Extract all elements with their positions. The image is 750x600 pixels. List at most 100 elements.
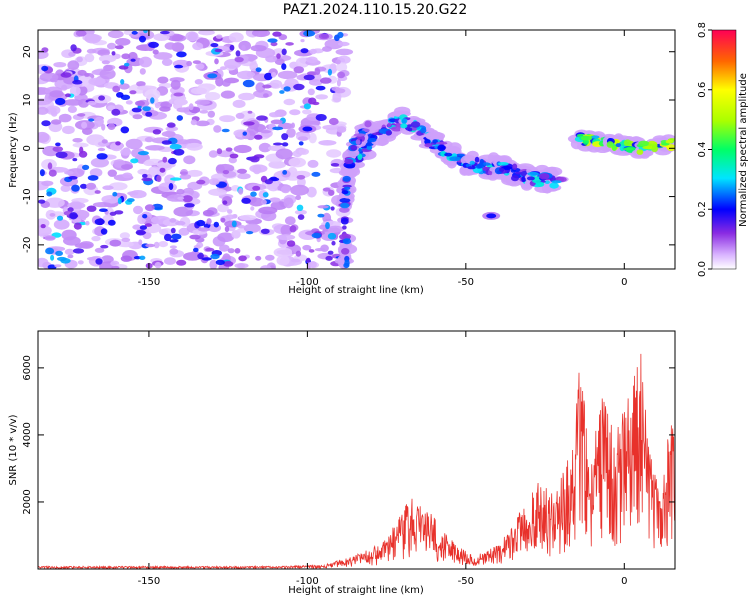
heatmap-noise-cell <box>49 213 56 217</box>
heatmap-band-cell <box>345 164 355 169</box>
heatmap-band-cell <box>342 175 351 182</box>
heatmap-noise-cell <box>260 130 272 134</box>
heatmap-noise-cell <box>55 250 63 256</box>
heatmap-noise-halo <box>118 83 130 90</box>
heatmap-band-halo <box>344 148 360 157</box>
heatmap-band-cell <box>665 139 674 144</box>
heatmap-noise-cell <box>307 88 315 96</box>
snr-frame <box>37 330 676 570</box>
heatmap-noise-halo <box>283 98 296 106</box>
heatmap-noise-cell <box>279 90 285 94</box>
heatmap-noise-cell <box>234 57 244 63</box>
heatmap-noise-halo <box>280 185 291 194</box>
heatmap-noise-cell <box>68 51 76 57</box>
heatmap-noise-halo <box>115 38 131 46</box>
heatmap-band-cell <box>474 156 480 163</box>
snr-xtick-label: -100 <box>296 576 319 587</box>
heatmap-noise-halo <box>237 173 251 180</box>
heatmap-noise-halo <box>280 224 293 236</box>
heatmap-noise-cell <box>41 120 51 127</box>
heatmap-noise-cell <box>241 197 251 204</box>
heatmap-noise-halo <box>38 98 52 106</box>
heatmap-noise-cell <box>262 84 272 89</box>
heatmap-noise-halo <box>125 138 143 150</box>
heatmap-noise-cell <box>40 224 46 229</box>
heatmap-noise-halo <box>248 197 265 207</box>
heatmap-noise-halo <box>101 195 120 204</box>
heatmap-noise-cell <box>170 227 176 234</box>
heatmap-noise-cell <box>144 204 155 212</box>
heatmap-noise-cell <box>111 265 120 269</box>
heatmap-band-cell <box>368 137 377 143</box>
heatmap-noise-cell <box>135 100 145 107</box>
heatmap-noise-cell <box>47 162 53 170</box>
heatmap-noise-cell <box>171 233 182 240</box>
heatmap-noise-halo <box>78 75 92 83</box>
heatmap-band-cell <box>449 156 461 162</box>
heatmap-noise-cell <box>237 225 246 229</box>
heatmap-noise-cell <box>221 128 230 133</box>
heatmap-noise-cell <box>289 109 301 116</box>
heatmap-band-cell <box>665 144 671 149</box>
heatmap-ytick-label: -20 <box>22 237 33 253</box>
heatmap-noise-cell <box>231 220 237 228</box>
heatmap-noise-halo <box>67 168 85 178</box>
heatmap-noise-cell <box>67 207 74 213</box>
heatmap-noise-cell <box>195 63 205 70</box>
heatmap-noise-cell <box>237 263 245 268</box>
snr-panel: -150 -100 -50 0 2000 4000 6000 Height of strai… <box>8 330 676 596</box>
heatmap-band-cell <box>521 176 526 183</box>
heatmap-noise-halo <box>274 58 285 65</box>
heatmap-noise-halo <box>143 160 155 167</box>
heatmap-noise-halo <box>294 209 307 215</box>
heatmap-noise-halo <box>90 157 109 168</box>
heatmap-band-cell <box>647 143 657 147</box>
heatmap-noise-cell <box>115 141 121 146</box>
snr-ytick-label: 2000 <box>22 489 33 514</box>
heatmap-noise-cell <box>268 112 281 118</box>
heatmap-noise-cell <box>260 228 270 234</box>
heatmap-spot <box>207 73 218 79</box>
heatmap-noise-cell <box>152 129 162 135</box>
heatmap-noise-cell <box>325 222 330 230</box>
heatmap-band-cell <box>364 120 372 128</box>
heatmap-band-cell <box>590 135 600 139</box>
heatmap-noise-halo <box>164 42 177 50</box>
heatmap-noise-cell <box>290 258 301 263</box>
heatmap-noise-cell <box>308 261 317 268</box>
heatmap-noise-cell <box>125 100 133 105</box>
heatmap-noise-cell <box>109 211 117 216</box>
heatmap-noise-halo <box>253 124 266 133</box>
heatmap-noise-cell <box>235 112 245 119</box>
heatmap-noise-cell <box>322 187 331 192</box>
heatmap-noise-cell <box>276 53 281 59</box>
heatmap-band-cell <box>549 182 559 189</box>
heatmap-noise-cell <box>249 156 260 163</box>
heatmap-noise-cell <box>337 41 350 47</box>
heatmap-band-cell <box>642 145 652 150</box>
heatmap-band-cell <box>342 184 352 188</box>
heatmap-noise-cell <box>308 249 315 253</box>
heatmap-noise-cell <box>46 191 53 197</box>
heatmap-noise-cell <box>100 228 108 235</box>
heatmap-band-cell <box>366 145 372 151</box>
heatmap-noise-cell <box>196 219 206 227</box>
heatmap-noise-cell <box>56 256 67 261</box>
heatmap-noise-cell <box>320 77 332 84</box>
heatmap-noise-cell <box>314 248 326 252</box>
heatmap-noise-cell <box>260 265 272 269</box>
heatmap-noise-cell <box>56 215 64 221</box>
heatmap-noise-cell <box>225 147 233 152</box>
heatmap-noise-cell <box>250 191 257 197</box>
heatmap-xtick-label: 0 <box>621 277 627 288</box>
heatmap-ytick-label: -10 <box>22 188 33 204</box>
heatmap-noise-cell <box>86 256 99 261</box>
heatmap-noise-halo <box>53 219 70 230</box>
heatmap-noise-cell <box>122 172 133 179</box>
heatmap-noise-cell <box>154 261 162 269</box>
heatmap-noise-cell <box>197 252 204 260</box>
heatmap-noise-cell <box>331 86 341 92</box>
heatmap-noise-cell <box>45 247 55 255</box>
heatmap-noise-halo <box>139 56 152 68</box>
heatmap-noise-cell <box>322 46 332 52</box>
